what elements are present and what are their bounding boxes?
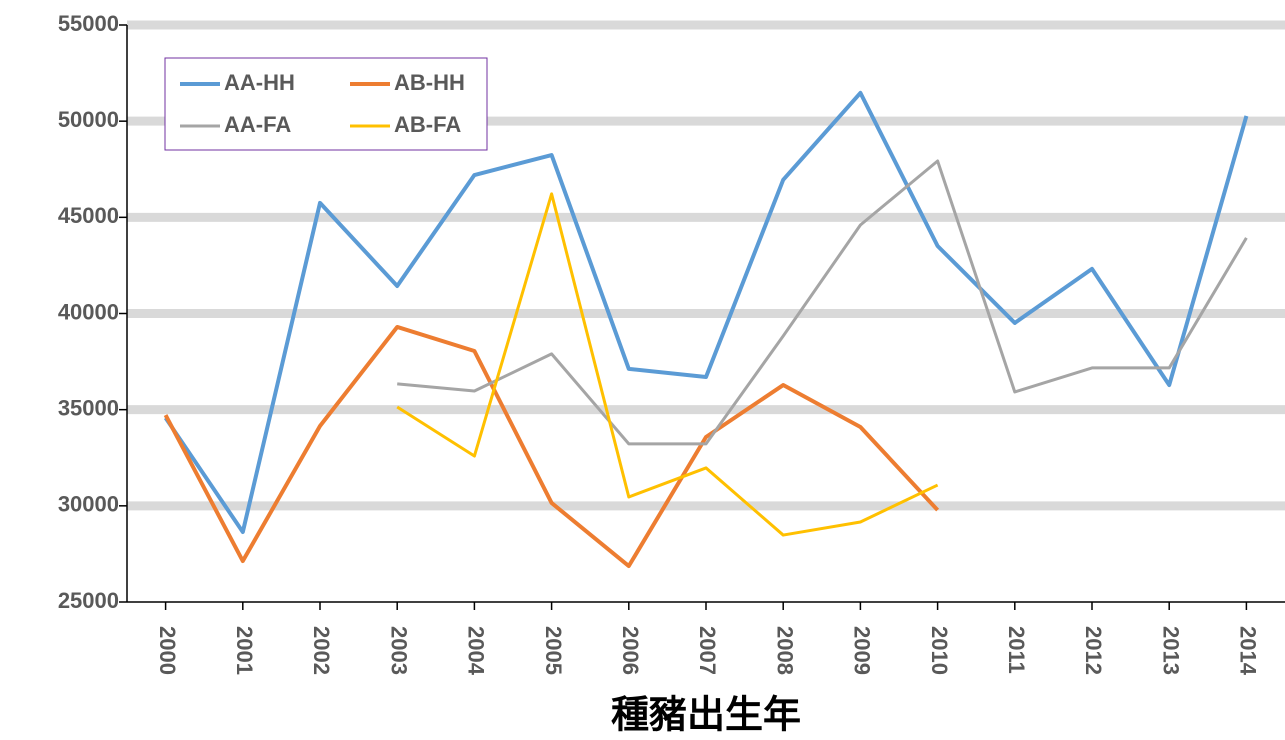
x-tick-label: 2006 [618, 626, 643, 675]
x-tick-label: 2011 [1004, 626, 1029, 674]
x-tick-label: 2013 [1158, 626, 1183, 675]
x-tick-label: 2004 [464, 626, 489, 676]
series-line [163, 90, 1249, 534]
y-tick-label: 50000 [58, 107, 119, 132]
y-tick-label: 30000 [58, 492, 119, 517]
x-tick-label: 2007 [695, 626, 720, 675]
x-tick-label: 2008 [772, 626, 797, 675]
y-tick-label: 35000 [58, 395, 119, 420]
x-axis-title: 種豬出生年 [611, 692, 801, 737]
x-tick-label: 2000 [155, 626, 180, 675]
x-tick-label: 2010 [927, 626, 952, 675]
series-line [163, 324, 940, 569]
x-tick-label: 2014 [1236, 626, 1261, 676]
x-tick-label: 2001 [232, 626, 257, 675]
y-tick-label: 25000 [58, 588, 119, 613]
series-line [396, 192, 939, 537]
legend-label: AB-FA [394, 112, 461, 137]
legend-label: AA-HH [224, 70, 295, 95]
legend-box [164, 57, 488, 151]
x-tick-label: 2009 [850, 626, 875, 675]
y-tick-label: 55000 [58, 11, 119, 36]
x-tick-label: 2005 [541, 626, 566, 675]
x-tick-label: 2012 [1081, 626, 1106, 675]
legend-label: AA-FA [224, 112, 291, 137]
x-tick-label: 2002 [309, 626, 334, 675]
y-tick-label: 45000 [58, 203, 119, 228]
x-tick-label: 2003 [386, 626, 411, 675]
series-line [397, 159, 1248, 446]
y-tick-label: 40000 [58, 299, 119, 324]
legend-label: AB-HH [394, 70, 465, 95]
